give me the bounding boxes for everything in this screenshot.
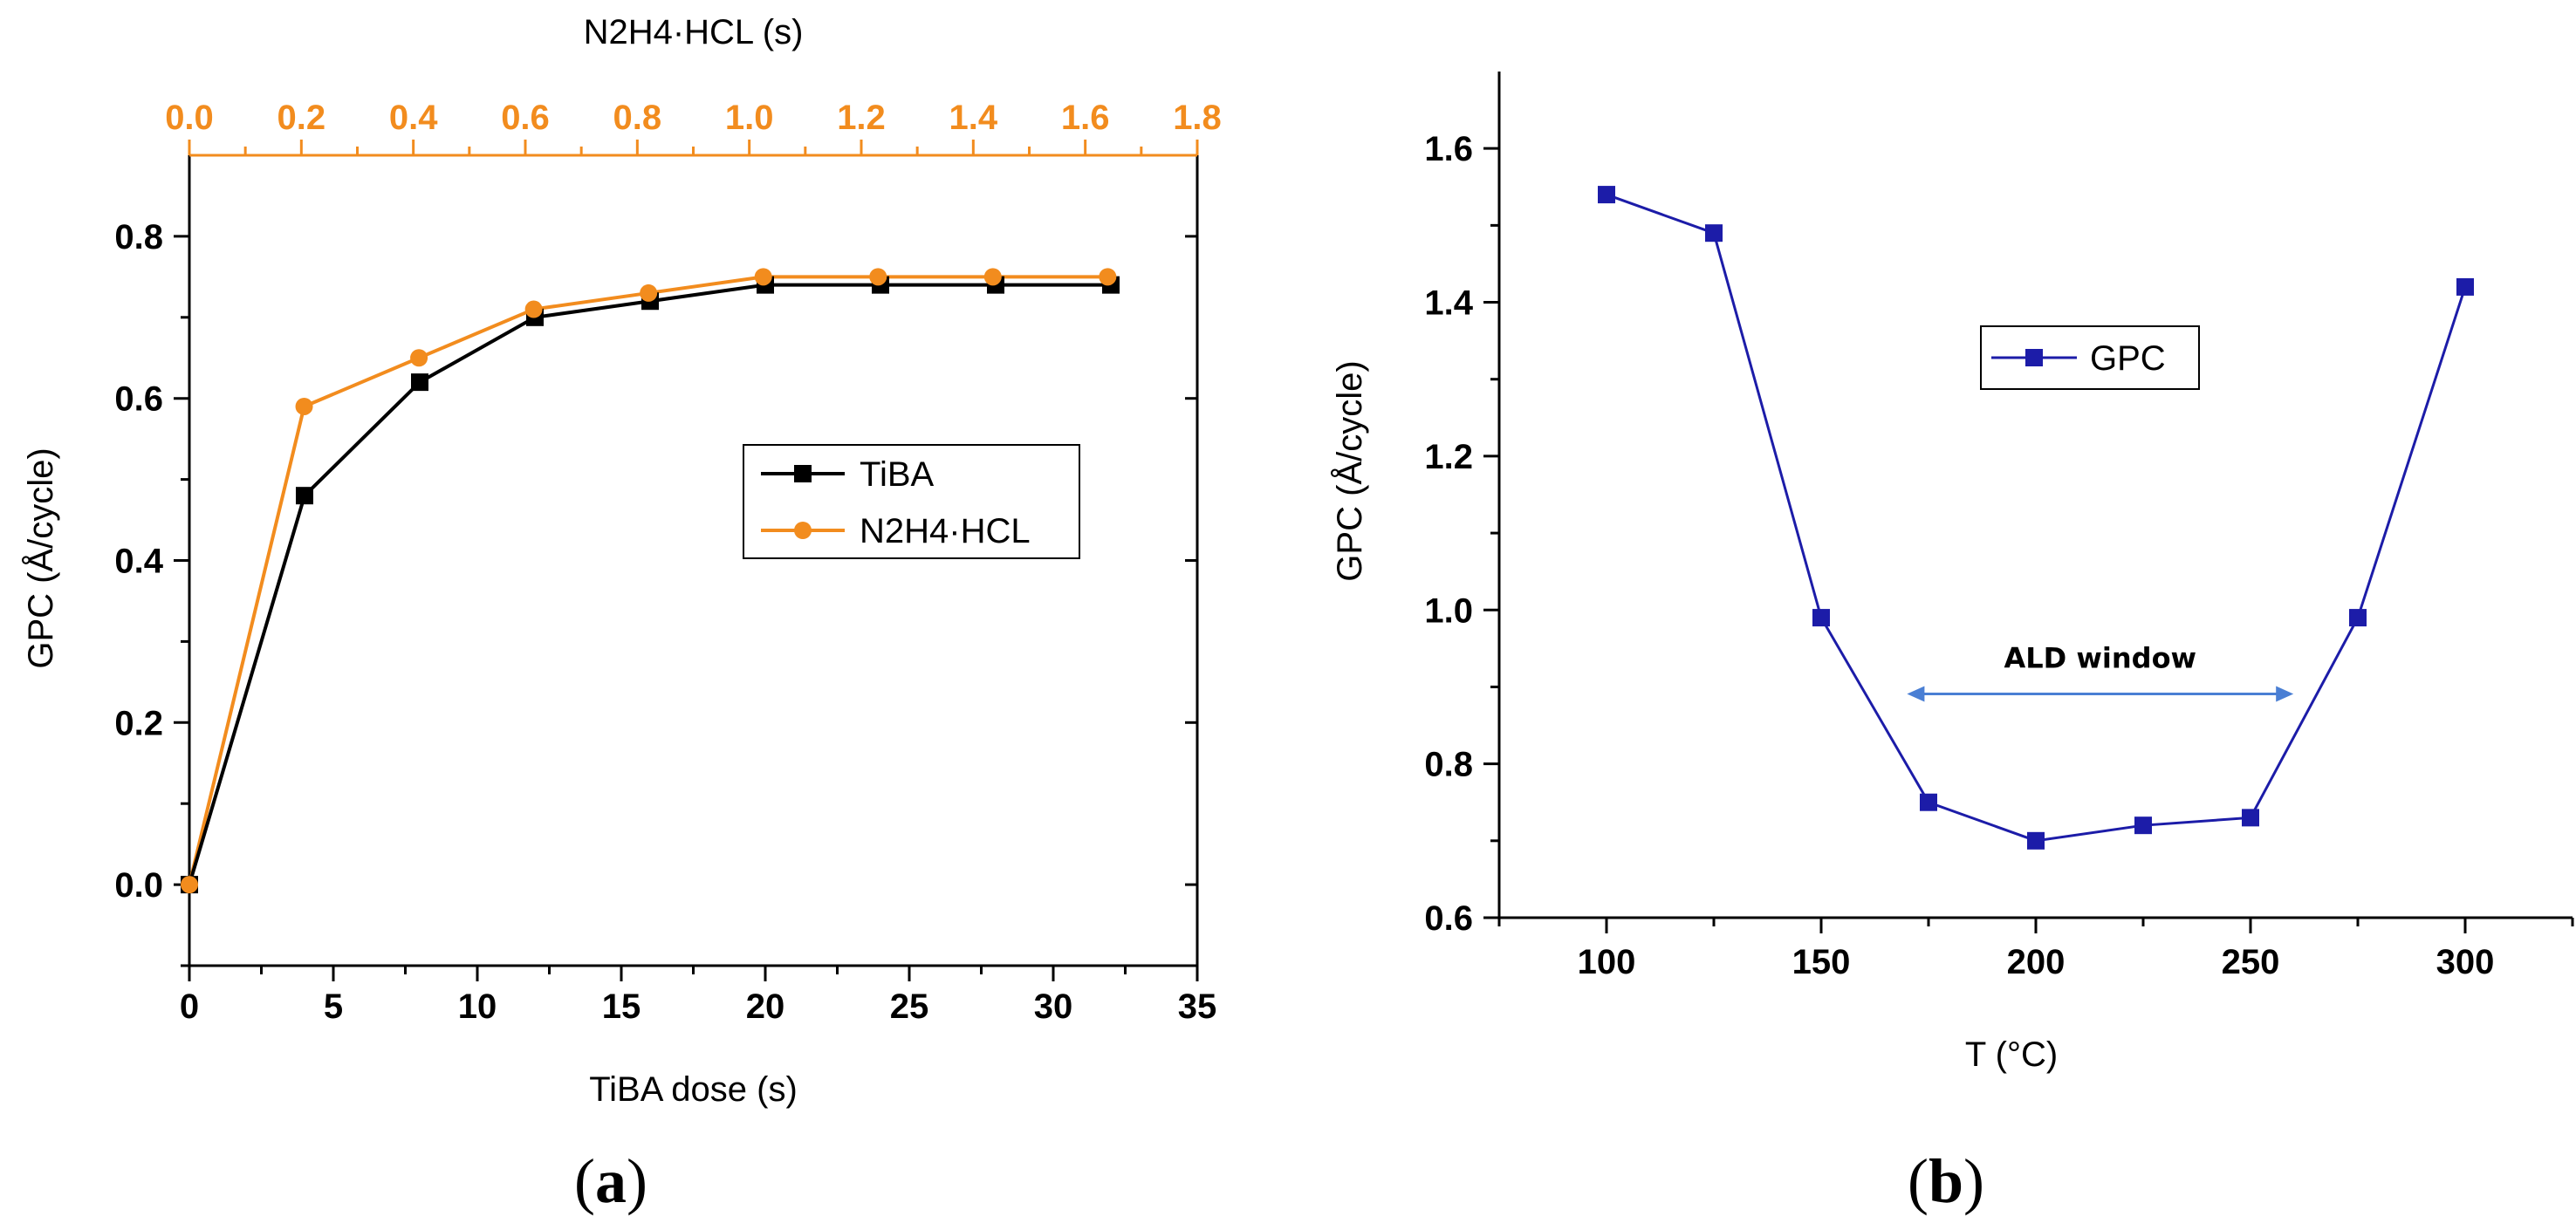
legend-marker-n2h4hcl [794,522,812,539]
x-tick-label-b: 150 [1792,943,1851,981]
y-tick-label-b: 1.2 [1424,438,1473,476]
y-tick-label-b: 0.6 [1424,899,1473,938]
x-tick-label: 15 [602,987,641,1026]
data-point-n2h4hcl [410,349,428,367]
ald-window-label: ALD window [2004,641,2196,674]
x-axis-title-b: T (°C) [1965,1035,2058,1074]
legend-label-tiba: TiBA [860,455,935,494]
x2-tick-label: 0.6 [501,99,550,137]
panel-label-a: (a) [574,1146,647,1216]
y-tick-label: 0.6 [114,380,163,419]
y-axis-title: GPC (Å/cycle) [21,448,60,668]
x-tick-label: 20 [746,987,785,1026]
ald-window-arrowhead-left [1907,686,1925,702]
y-tick-label-b: 0.8 [1424,746,1473,784]
x2-tick-label: 1.2 [837,99,886,137]
data-point-gpc [2456,277,2474,296]
legend-marker-gpc [2025,349,2043,366]
data-point-n2h4hcl [754,268,772,286]
x-tick-label: 10 [458,987,497,1026]
x-tick-label: 0 [180,987,199,1026]
x-tick-label: 30 [1034,987,1073,1026]
data-point-gpc [1920,793,1937,811]
x-tick-label-b: 300 [2436,943,2495,981]
x-axis-title: TiBA dose (s) [589,1070,798,1109]
series-line-gpc [1606,193,2467,843]
y-tick-label: 0.2 [114,704,163,742]
ald-window-arrowhead-right [2276,686,2294,702]
x-tick-label: 35 [1178,987,1217,1026]
y-tick-label-b: 1.0 [1424,591,1473,630]
series-line-n2h4hcl [188,275,1108,885]
y-tick-label: 0.0 [114,866,163,905]
data-point-gpc [1598,186,1615,204]
data-point-n2h4hcl [524,300,543,318]
x2-tick-label: 1.4 [949,99,998,137]
x2-tick-label: 0.4 [389,99,438,137]
x2-axis-title: N2H4·HCL (s) [584,13,804,51]
y-axis-title-b: GPC (Å/cycle) [1330,360,1369,581]
x-tick-label: 5 [324,987,343,1026]
y-tick-label: 0.8 [114,218,163,256]
x2-tick-label: 0.2 [277,99,326,137]
series-line-tiba [188,283,1111,885]
x-tick-label: 25 [890,987,929,1026]
data-point-gpc [2242,809,2259,827]
x-tick-label-b: 100 [1578,943,1636,981]
data-point-n2h4hcl [295,397,313,415]
data-point-gpc [2349,609,2367,627]
y-tick-label-b: 1.4 [1424,284,1473,323]
x-tick-label-b: 250 [2222,943,2280,981]
y-tick-label: 0.4 [114,543,163,581]
data-point-n2h4hcl [869,268,887,286]
x2-tick-label: 0.0 [165,99,214,137]
data-point-gpc [2027,831,2045,850]
data-point-n2h4hcl [983,268,1002,286]
data-point-n2h4hcl [181,876,198,894]
data-point-gpc [1812,609,1830,627]
panel-label-b: (b) [1908,1146,1984,1216]
legend-box [743,444,1080,559]
legend-marker-tiba [794,465,812,482]
data-point-tiba [411,373,428,392]
legend-a: TiBA N2H4·HCL [743,444,1080,559]
data-point-gpc [1705,224,1723,243]
data-point-tiba [296,487,313,505]
legend-label-n2h4hcl: N2H4·HCL [860,512,1031,550]
y-tick-label-b: 1.6 [1424,130,1473,168]
x2-tick-label: 1.8 [1173,99,1222,137]
x2-tick-label: 1.0 [725,99,774,137]
data-point-n2h4hcl [640,284,658,302]
x-tick-label-b: 200 [2007,943,2066,981]
chart-b: 100 150 200 250 300 0.6 0.8 1.0 1.2 1.4 1.6 T (°C) G… [1330,72,2574,1216]
chart-a: 0 5 10 15 20 25 30 35 0.0 0.2 0.4 0.6 0.8 1.0 1.2 1.4 1.… [21,13,1222,1216]
legend-label-gpc: GPC [2090,339,2166,378]
x2-tick-label: 0.8 [613,99,662,137]
data-point-gpc [2134,816,2152,835]
data-point-n2h4hcl [1099,268,1117,286]
legend-b: GPC [1980,325,2200,390]
x2-tick-label: 1.6 [1061,99,1110,137]
